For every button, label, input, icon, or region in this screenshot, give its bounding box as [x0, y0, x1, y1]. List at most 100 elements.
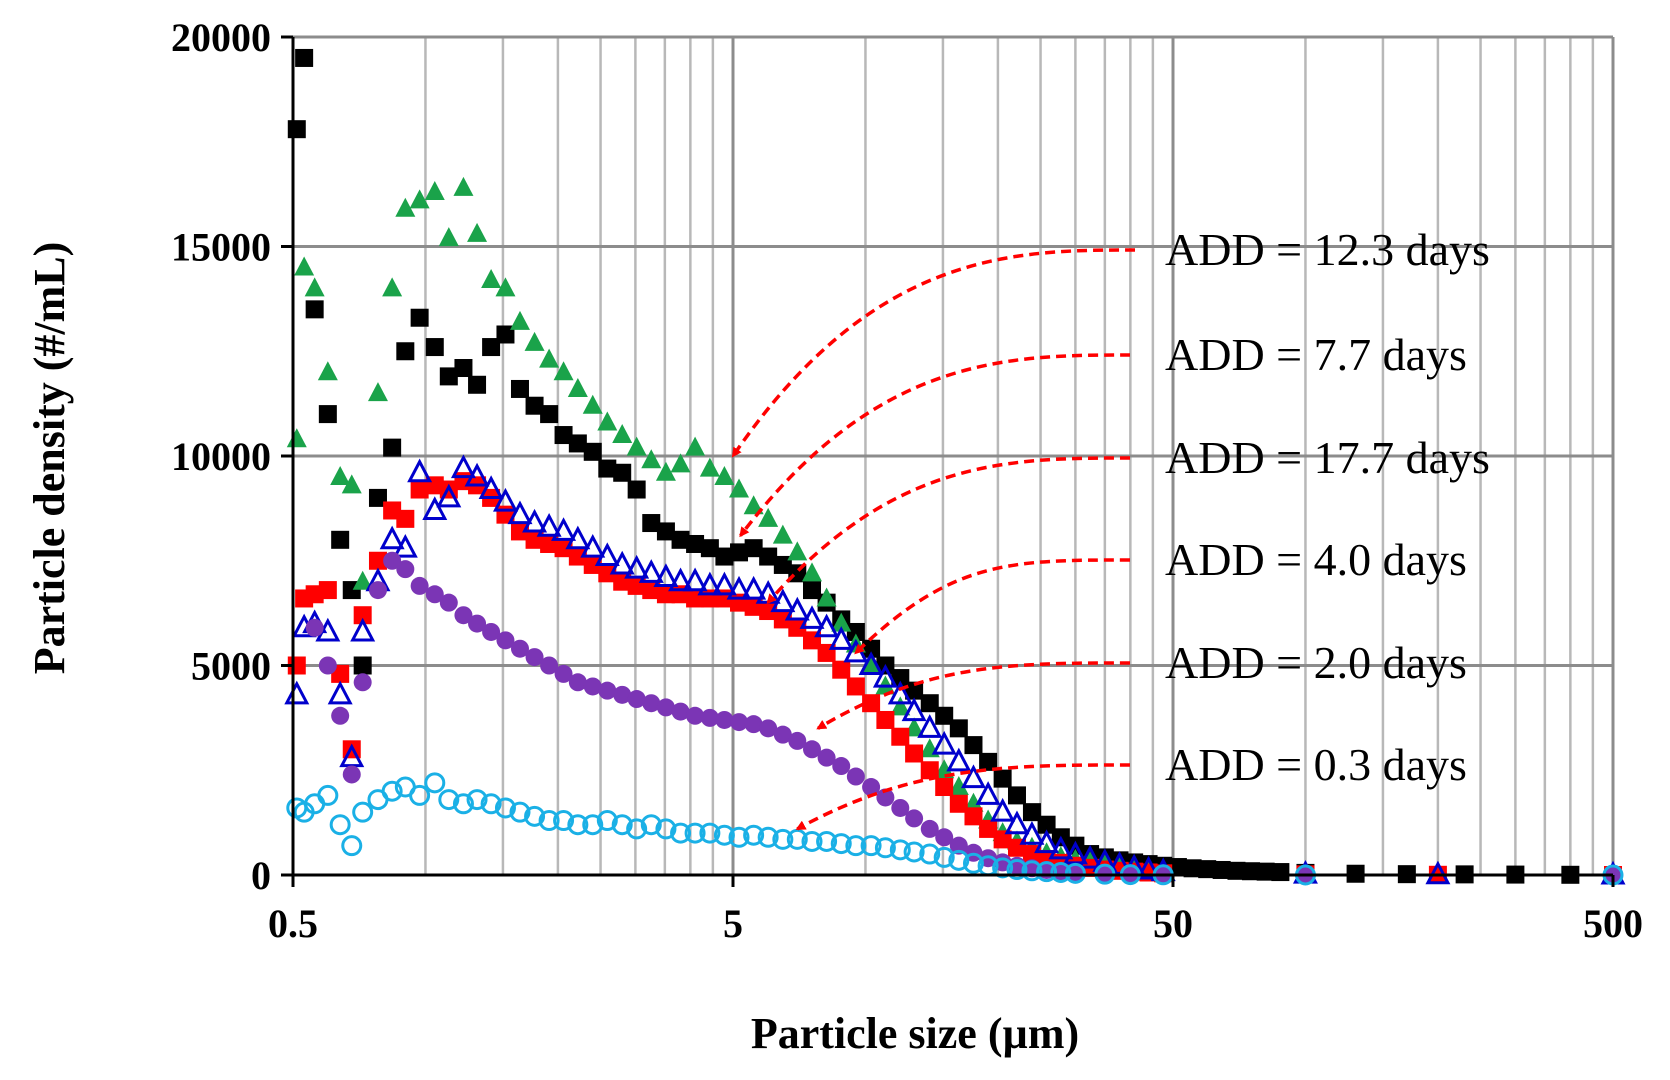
annotation-label: ADD = 17.7 days — [1165, 432, 1490, 483]
data-point — [726, 575, 752, 600]
data-point — [699, 457, 720, 477]
data-point — [287, 120, 306, 139]
y-tick-label: 10000 — [171, 434, 271, 479]
data-point — [889, 839, 911, 861]
data-point — [773, 555, 792, 574]
data-point — [901, 697, 927, 722]
data-point — [583, 442, 602, 461]
data-point — [598, 459, 617, 478]
data-point — [670, 822, 692, 844]
data-point — [540, 405, 559, 424]
data-point — [613, 685, 632, 704]
data-point — [685, 436, 706, 456]
data-point — [935, 706, 954, 725]
data-point — [425, 585, 444, 604]
data-point — [801, 830, 823, 852]
data-point — [1136, 855, 1162, 880]
data-point — [963, 792, 984, 812]
data-point — [367, 382, 388, 402]
data-point — [828, 626, 854, 650]
axes — [281, 35, 1615, 887]
data-point — [422, 496, 448, 520]
data-point — [1036, 861, 1058, 883]
data-point — [686, 706, 705, 725]
data-point — [567, 377, 588, 397]
data-point — [439, 593, 458, 612]
data-point — [597, 411, 618, 431]
data-point — [713, 824, 735, 846]
data-point — [1004, 810, 1030, 835]
data-point — [714, 465, 735, 485]
data-point — [305, 618, 324, 637]
data-point — [382, 277, 403, 297]
data-point — [304, 277, 325, 297]
data-point — [700, 539, 719, 558]
data-point — [352, 801, 374, 823]
data-point — [860, 835, 882, 857]
data-point — [330, 465, 351, 485]
data-point — [525, 396, 544, 415]
data-point — [454, 359, 473, 378]
data-point — [567, 814, 589, 836]
data-point — [1022, 803, 1041, 822]
y-axis-title: Particle density (#/mL) — [25, 242, 74, 675]
data-point — [700, 708, 719, 727]
data-point — [1066, 863, 1085, 882]
data-point — [992, 857, 1014, 879]
data-point — [743, 495, 764, 515]
data-point — [1183, 859, 1202, 878]
annotation-label: ADD = 4.0 days — [1165, 534, 1467, 585]
data-point — [845, 835, 867, 857]
data-point — [353, 673, 372, 692]
data-point — [509, 310, 530, 330]
data-point — [496, 631, 515, 650]
data-point — [540, 656, 559, 675]
data-point — [568, 434, 587, 453]
data-point — [1006, 859, 1028, 881]
data-point — [612, 424, 633, 444]
data-point — [682, 567, 708, 592]
data-point — [611, 814, 633, 836]
data-point — [890, 696, 911, 716]
data-point — [772, 828, 794, 850]
data-point — [353, 656, 372, 675]
data-point — [464, 462, 490, 487]
tick-labels: 0 5000 10000 15000 20000 0.5 5 50 500 — [171, 15, 1643, 946]
data-point — [656, 522, 675, 541]
data-point — [1077, 844, 1103, 869]
data-point — [396, 509, 415, 528]
data-point — [624, 554, 650, 579]
data-point — [525, 648, 544, 667]
data-point — [816, 587, 837, 607]
data-point — [524, 331, 545, 351]
data-point — [509, 801, 531, 823]
data-point — [686, 534, 705, 553]
data-point — [468, 614, 487, 633]
data-point — [684, 822, 706, 844]
data-point — [728, 826, 750, 848]
data-point — [832, 660, 851, 679]
data-point — [598, 564, 617, 583]
data-point — [920, 694, 939, 713]
data-point — [715, 547, 734, 566]
data-point — [671, 530, 690, 549]
data-point — [329, 814, 351, 836]
data-point — [1021, 860, 1043, 882]
data-point — [583, 555, 602, 574]
annotation-arrow — [795, 763, 1131, 831]
data-point — [962, 852, 984, 874]
data-point — [876, 710, 895, 729]
data-point — [510, 379, 529, 398]
data-point — [580, 533, 606, 558]
data-point — [949, 794, 968, 813]
annotation-arrows — [731, 248, 1136, 831]
data-point — [814, 613, 840, 638]
data-series — [284, 48, 1626, 886]
data-point — [917, 714, 943, 738]
data-point — [770, 588, 796, 613]
data-point — [946, 747, 972, 772]
annotation-arrow — [731, 248, 1136, 458]
x-axis-title: Particle size (µm) — [751, 1009, 1079, 1058]
data-point — [553, 810, 575, 832]
data-point — [318, 656, 337, 675]
